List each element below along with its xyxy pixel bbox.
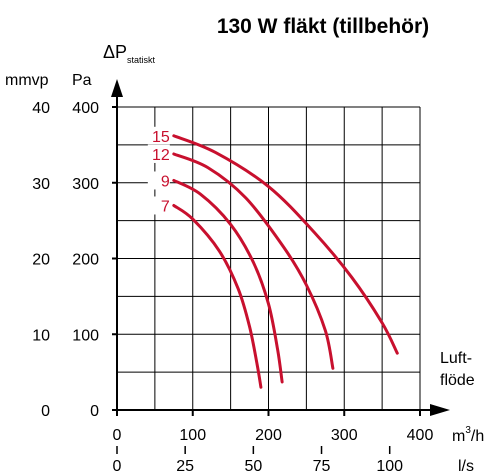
y-axis-label-main: ΔP xyxy=(103,42,127,62)
y-axis-arrow xyxy=(111,79,123,97)
x-tick-label-ls: 50 xyxy=(244,458,262,475)
x-axis-label-line2: flöde xyxy=(440,372,475,389)
curve-label-bg xyxy=(147,126,170,145)
fan-curve-12 xyxy=(172,152,335,370)
x-tick-label-ls: 25 xyxy=(176,458,194,475)
fan-curve-15 xyxy=(172,134,399,355)
x-tick-label-m3h: 300 xyxy=(331,427,358,444)
x-tick-label-m3h: 200 xyxy=(255,427,282,444)
grid xyxy=(117,106,421,410)
curve-label-bg xyxy=(147,144,170,163)
curve-label-15: 15 xyxy=(152,129,170,146)
x-axis-unit-m3h: m3/h xyxy=(452,425,484,445)
x-tick-labels: 0 100 200 300 400 0 25 50 75 100 xyxy=(113,410,434,475)
y-tick-label-mmvp: 10 xyxy=(32,327,50,344)
fan-curve-7 xyxy=(172,203,263,389)
x-axis-unit-ls: l/s xyxy=(458,458,474,475)
x-axis-unit-m3h-tail: /h xyxy=(471,428,484,445)
x-tick-label-ls: 0 xyxy=(113,458,122,475)
x-tick-label-ls: 100 xyxy=(376,458,403,475)
y-axis-unit-mmvp: mmvp xyxy=(5,72,49,89)
x-tick-label-ls: 75 xyxy=(313,458,331,475)
x-tick-label-m3h: 0 xyxy=(113,427,122,444)
y-axis-label: ΔPstatiskt xyxy=(103,42,156,65)
y-tick-label-pa: 400 xyxy=(72,100,99,117)
y-axis-unit-pa: Pa xyxy=(72,72,92,89)
curve-label-bg xyxy=(147,196,170,215)
y-tick-label-mmvp: 40 xyxy=(32,100,50,117)
y-tick-label-pa: 200 xyxy=(72,252,99,269)
fan-curve-9 xyxy=(172,178,284,384)
axes xyxy=(111,79,450,416)
x-axis-label-line1: Luft- xyxy=(440,350,472,367)
x-axis-unit-m3h-base: m xyxy=(452,428,465,445)
y-tick-label-pa: 0 xyxy=(90,403,99,420)
y-axis-label-sub: statiskt xyxy=(127,55,156,65)
curve-label-7: 7 xyxy=(161,198,170,215)
y-tick-labels: 0 0 100 10 200 20 300 30 400 40 xyxy=(32,100,117,420)
y-tick-label-pa: 100 xyxy=(72,327,99,344)
x-tick-label-m3h: 400 xyxy=(407,427,434,444)
y-tick-label-mmvp: 0 xyxy=(41,403,50,420)
y-tick-label-pa: 300 xyxy=(72,176,99,193)
chart-title: 130 W fläkt (tillbehör) xyxy=(217,15,429,38)
curve-label-bg xyxy=(147,171,170,190)
y-tick-label-mmvp: 20 xyxy=(32,252,50,269)
x-axis-unit-m3h-sup: 3 xyxy=(465,425,471,436)
x-axis-arrow xyxy=(430,404,450,416)
x-tick-label-m3h: 100 xyxy=(179,427,206,444)
y-tick-label-mmvp: 30 xyxy=(32,176,50,193)
curve-label-9: 9 xyxy=(161,173,170,190)
curve-label-12: 12 xyxy=(152,147,170,164)
